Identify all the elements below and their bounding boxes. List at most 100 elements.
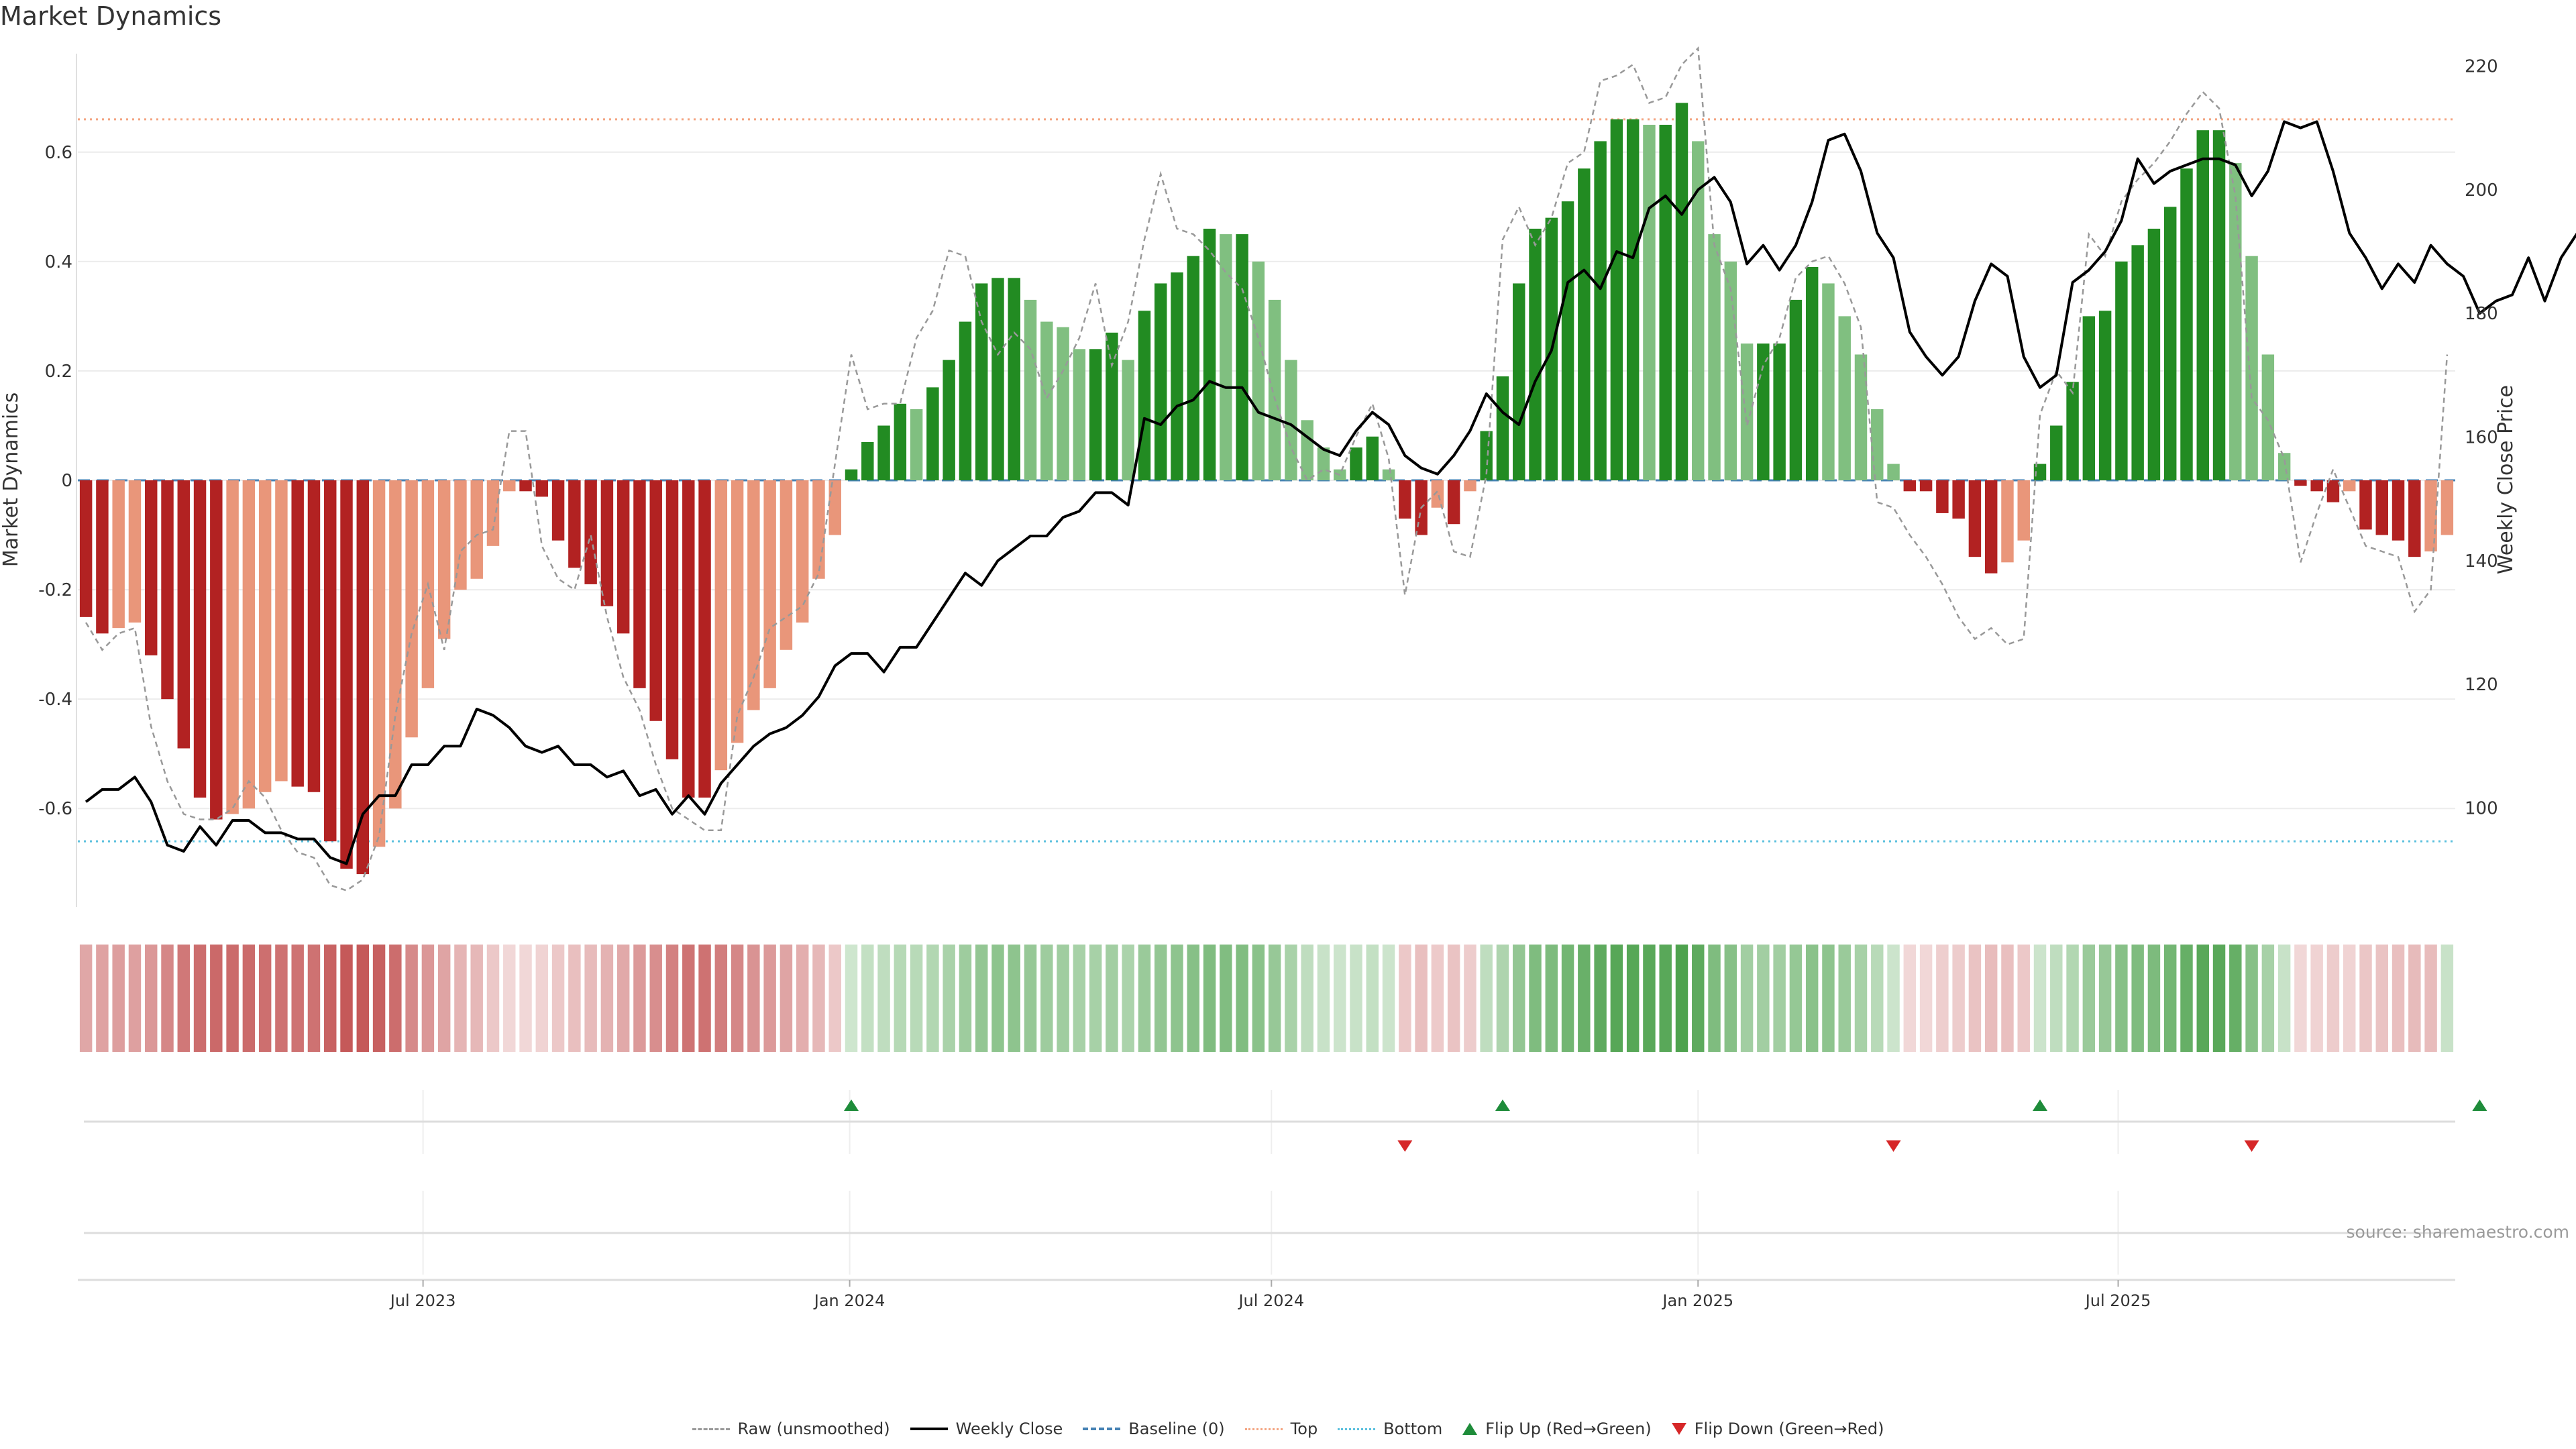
momentum-bar (763, 480, 776, 688)
momentum-bar (1106, 332, 1118, 480)
momentum-bar (1822, 283, 1835, 480)
momentum-bar (714, 480, 728, 771)
strip-cell (1757, 945, 1770, 1052)
legend-item-top: Top (1244, 1419, 1318, 1438)
y-tick-label: -0.4 (38, 690, 72, 710)
legend-item-bottom: Bottom (1338, 1419, 1442, 1438)
strip-cell (731, 945, 744, 1052)
strip-cell (2082, 945, 2096, 1052)
momentum-bar (2326, 480, 2340, 502)
momentum-bar (649, 480, 662, 721)
y2-tick-label: 200 (2465, 180, 2498, 201)
strip-cell (324, 945, 337, 1052)
momentum-bar (275, 480, 288, 782)
momentum-bar (2424, 480, 2437, 551)
strip-cell (2147, 945, 2161, 1052)
momentum-bar (2131, 245, 2144, 480)
momentum-bar (2375, 480, 2388, 535)
momentum-bar (1203, 228, 1216, 480)
momentum-bar (861, 441, 874, 480)
momentum-bar (389, 480, 402, 809)
color-strip (79, 945, 2454, 1052)
strip-cell (1252, 945, 1265, 1052)
strip-cell (2294, 945, 2307, 1052)
momentum-bar (1659, 125, 1672, 480)
strip-cell (926, 945, 939, 1052)
momentum-bar (943, 360, 955, 480)
momentum-bar (226, 480, 239, 814)
momentum-bar (1040, 321, 1053, 480)
strip-cell (1968, 945, 1982, 1052)
strip-cell (389, 945, 402, 1052)
momentum-bar (1871, 409, 1884, 480)
momentum-bar (1708, 234, 1721, 480)
momentum-bar (2017, 480, 2030, 541)
momentum-bar (600, 480, 614, 606)
momentum-bar (2212, 130, 2226, 481)
strip-cell (747, 945, 760, 1052)
flip-up-marker (1495, 1099, 1510, 1111)
momentum-bar (828, 480, 841, 535)
strip-cell (1301, 945, 1313, 1052)
momentum-bar (1008, 278, 1020, 480)
strip-cell (2163, 945, 2177, 1052)
momentum-bars (79, 103, 2454, 875)
strip-cell (894, 945, 907, 1052)
strip-cell (437, 945, 451, 1052)
strip-cell (2440, 945, 2454, 1052)
strip-cell (1431, 945, 1444, 1052)
legend-item-close: Weekly Close (910, 1419, 1063, 1438)
strip-cell (356, 945, 370, 1052)
momentum-bar (2066, 382, 2079, 480)
momentum-bar (1724, 261, 1737, 480)
y-tick-label: 0.4 (45, 252, 72, 272)
legend-label-close: Weekly Close (955, 1419, 1063, 1438)
strip-cell (486, 945, 500, 1052)
strip-cell (535, 945, 549, 1052)
momentum-bar (210, 480, 223, 820)
strip-cell (1464, 945, 1477, 1052)
strip-cell (2131, 945, 2144, 1052)
momentum-bar (1171, 272, 1183, 480)
strip-cell (1513, 945, 1525, 1052)
momentum-bar (291, 480, 304, 787)
momentum-bar (1838, 316, 1851, 480)
momentum-bar (1643, 125, 1656, 480)
strip-cell (1480, 945, 1493, 1052)
y-tick-label: -0.6 (38, 799, 72, 819)
momentum-bar (1024, 299, 1037, 480)
strip-cell (780, 945, 793, 1052)
momentum-bar (193, 480, 207, 798)
momentum-bar (1740, 343, 1754, 480)
strip-cell (1936, 945, 1949, 1052)
strip-cell (1561, 945, 1574, 1052)
weekly-close-series (85, 120, 2576, 865)
momentum-bar (731, 480, 744, 743)
strip-cell (1643, 945, 1656, 1052)
momentum-bar (1529, 228, 1542, 480)
strip-cell (1122, 945, 1134, 1052)
momentum-bar (1480, 431, 1493, 480)
momentum-bar (1447, 480, 1460, 525)
strip-cell (519, 945, 532, 1052)
strip-cell (307, 945, 321, 1052)
momentum-bar (1366, 436, 1379, 480)
strip-cell (616, 945, 630, 1052)
strip-cell (633, 945, 646, 1052)
momentum-bar (1089, 349, 1102, 480)
momentum-bar (682, 480, 695, 798)
strip-cell (682, 945, 695, 1052)
strip-cell (1984, 945, 1998, 1052)
strip-cell (1057, 945, 1069, 1052)
momentum-bar (96, 480, 109, 634)
momentum-bar (1805, 267, 1819, 480)
momentum-bar (747, 480, 760, 710)
momentum-bar (665, 480, 679, 759)
strip-cell (340, 945, 353, 1052)
date-axis: Jul 2023 Jan 2024 Jul 2024 Jan 2025 Jul 2025 (78, 1279, 2455, 1310)
flip-up-marker (2033, 1099, 2048, 1111)
momentum-bar (1984, 480, 1998, 574)
strip-cell (421, 945, 435, 1052)
momentum-bar (161, 480, 174, 700)
